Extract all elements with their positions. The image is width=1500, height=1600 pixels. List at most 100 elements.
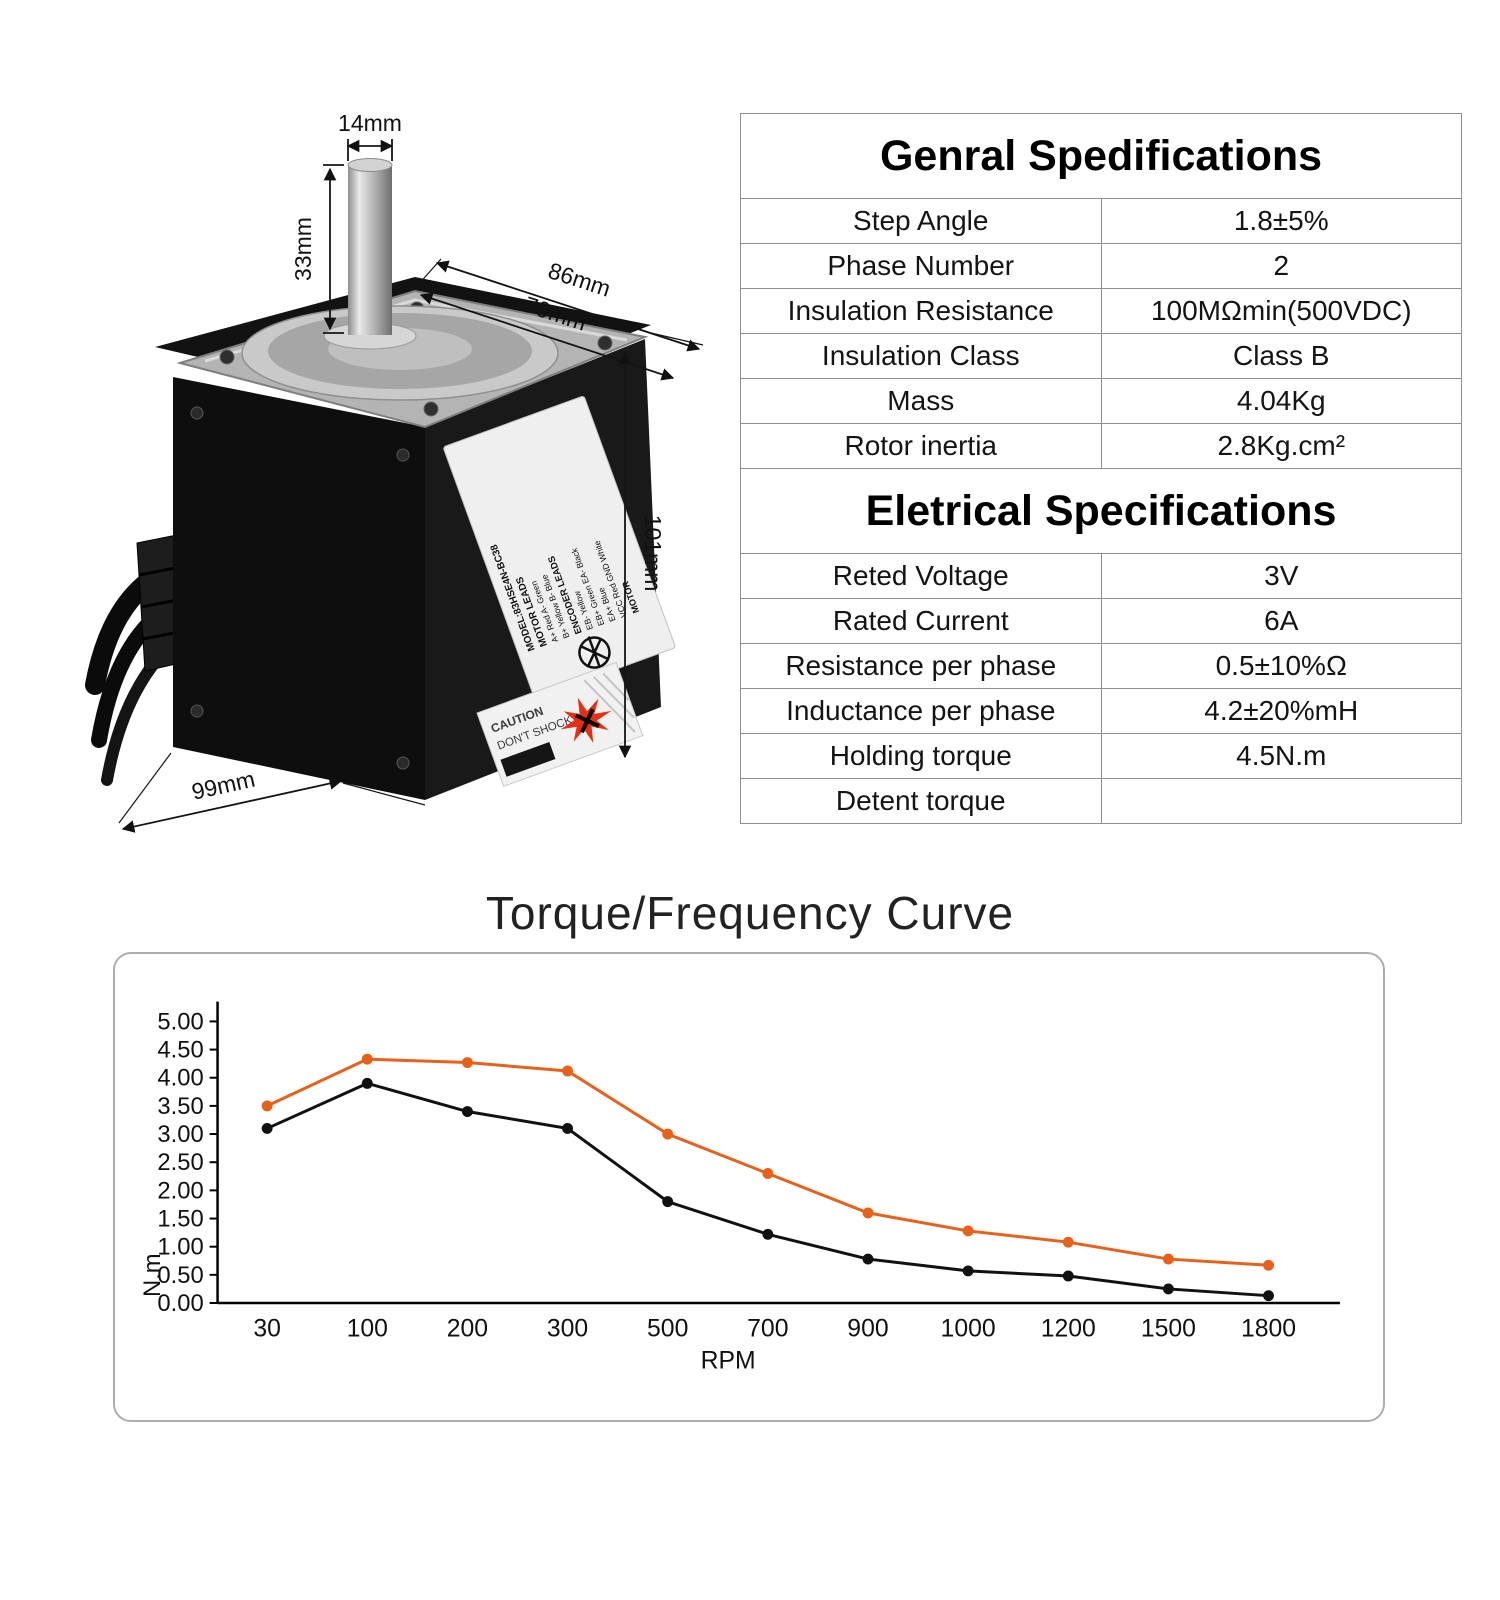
x-tick-label: 1500 (1141, 1316, 1196, 1343)
torque-curve-plot: 0.000.501.001.502.002.503.003.504.004.50… (139, 1001, 1340, 1374)
data-point-upper-curve (762, 1168, 774, 1179)
data-point-upper-curve (662, 1128, 674, 1140)
spec-key: Holding torque (740, 733, 1102, 779)
spec-value: 2.8Kg.cm² (1100, 423, 1462, 469)
mount-hole (423, 401, 439, 417)
motor-shaft (348, 165, 392, 335)
y-tick-label: 3.00 (157, 1121, 203, 1148)
body-screw (190, 704, 204, 718)
spec-row: Reted Voltage 3V (740, 553, 1462, 599)
y-tick-label: 1.50 (157, 1205, 203, 1232)
data-point-lower-curve (1263, 1290, 1274, 1302)
spec-key: Insulation Resistance (740, 288, 1102, 334)
data-point-lower-curve (962, 1265, 974, 1277)
spec-value: 6A (1100, 598, 1462, 644)
data-point-lower-curve (361, 1077, 373, 1089)
y-axis-label: N.m (139, 1253, 166, 1297)
data-point-upper-curve (1062, 1236, 1074, 1248)
dim-shaft-length: 33mm (290, 217, 316, 281)
spec-value: 2 (1100, 243, 1462, 289)
x-tick-label: 700 (747, 1316, 788, 1343)
data-point-lower-curve (461, 1106, 473, 1117)
spec-key: Mass (740, 378, 1102, 424)
spec-value: 4.04Kg (1100, 378, 1462, 424)
shaft-top (347, 158, 393, 172)
spec-tables-area: Genral Spedifications Step Angle 1.8±5% … (740, 113, 1462, 824)
y-tick-label: 2.50 (157, 1149, 203, 1176)
spec-value: 4.5N.m (1100, 733, 1462, 779)
spec-key: Rotor inertia (740, 423, 1102, 469)
y-tick-label: 4.50 (157, 1037, 203, 1064)
dimension-lines (118, 139, 704, 833)
y-tick-label: 2.00 (157, 1177, 203, 1204)
spec-key: Detent torque (740, 778, 1102, 824)
data-point-lower-curve (762, 1228, 774, 1240)
stepper-motor-illustration: MODEL:83HSE4N-BC38 MOTOR LEADS A+ Red A-… (85, 110, 704, 833)
y-tick-label: 1.00 (157, 1234, 203, 1261)
electrical-specs-title: Eletrical Specifications (740, 468, 1462, 554)
caution-sticker: CAUTION DON'T SHOCK (476, 661, 644, 787)
dim-body-length: 99mm (189, 766, 257, 805)
y-tick-label: 4.00 (157, 1065, 203, 1092)
spec-row: Inductance per phase 4.2±20%mH (740, 688, 1462, 734)
x-tick-label: 200 (447, 1316, 488, 1343)
spec-row: Step Angle 1.8±5% (740, 198, 1462, 244)
spec-value (1100, 778, 1462, 824)
spec-key: Insulation Class (740, 333, 1102, 379)
spec-key: Phase Number (740, 243, 1102, 289)
y-tick-label: 0.00 (157, 1290, 203, 1317)
spec-key: Rated Current (740, 598, 1102, 644)
data-point-upper-curve (562, 1065, 574, 1077)
spec-table: Genral Spedifications Step Angle 1.8±5% … (740, 113, 1462, 824)
motor-front-face (173, 377, 425, 800)
x-tick-label: 1200 (1041, 1316, 1096, 1343)
spec-row: Insulation Resistance 100MΩmin(500VDC) (740, 288, 1462, 334)
motor-image-area: MODEL:83HSE4N-BC38 MOTOR LEADS A+ Red A-… (85, 95, 725, 875)
caution-black-bar (500, 742, 556, 777)
spec-key: Step Angle (740, 198, 1102, 244)
data-point-upper-curve (1162, 1253, 1174, 1265)
x-tick-label: 1800 (1241, 1316, 1296, 1343)
spec-value: 4.2±20%mH (1100, 688, 1462, 734)
body-screw (190, 406, 204, 420)
spec-row: Resistance per phase 0.5±10%Ω (740, 643, 1462, 689)
spec-row: Rotor inertia 2.8Kg.cm² (740, 423, 1462, 469)
table-title-row: Genral Spedifications (740, 113, 1462, 199)
spec-row: Holding torque 4.5N.m (740, 733, 1462, 779)
dim-body-height: 101mm (640, 515, 666, 592)
chart-title: Torque/Frequency Curve (485, 887, 1015, 939)
data-point-upper-curve (962, 1225, 974, 1237)
data-point-upper-curve (361, 1053, 373, 1065)
spec-row: Insulation Class Class B (740, 333, 1462, 379)
spec-value: Class B (1100, 333, 1462, 379)
motor-spec-label: MODEL:83HSE4N-BC38 MOTOR LEADS A+ Red A-… (443, 396, 676, 699)
mount-hole (597, 335, 613, 351)
y-tick-label: 3.50 (157, 1093, 203, 1120)
series-line-lower-curve (266, 1081, 1269, 1298)
spec-key: Inductance per phase (740, 688, 1102, 734)
data-point-lower-curve (662, 1196, 674, 1208)
spec-value: 1.8±5% (1100, 198, 1462, 244)
crossed-circle-icon (578, 636, 611, 670)
data-point-upper-curve (461, 1057, 473, 1068)
data-point-lower-curve (261, 1122, 273, 1134)
y-tick-label: 5.00 (157, 1008, 203, 1035)
x-tick-label: 30 (253, 1316, 281, 1343)
spec-value: 100MΩmin(500VDC) (1100, 288, 1462, 334)
mount-hole (219, 349, 235, 365)
spec-row: Detent torque (740, 778, 1462, 824)
table-title-row: Eletrical Specifications (740, 468, 1462, 554)
general-specs-title: Genral Spedifications (740, 113, 1462, 199)
spec-value: 0.5±10%Ω (1100, 643, 1462, 689)
data-point-lower-curve (1062, 1270, 1074, 1282)
x-axis-label: RPM (701, 1347, 756, 1374)
body-screw (396, 756, 410, 770)
dim-flange-width: 86mm (545, 257, 614, 301)
x-tick-label: 100 (347, 1316, 388, 1343)
body-screw (396, 448, 410, 462)
spec-row: Phase Number 2 (740, 243, 1462, 289)
data-point-lower-curve (1162, 1283, 1174, 1295)
data-point-upper-curve (1263, 1259, 1274, 1271)
x-tick-label: 1000 (941, 1316, 996, 1343)
